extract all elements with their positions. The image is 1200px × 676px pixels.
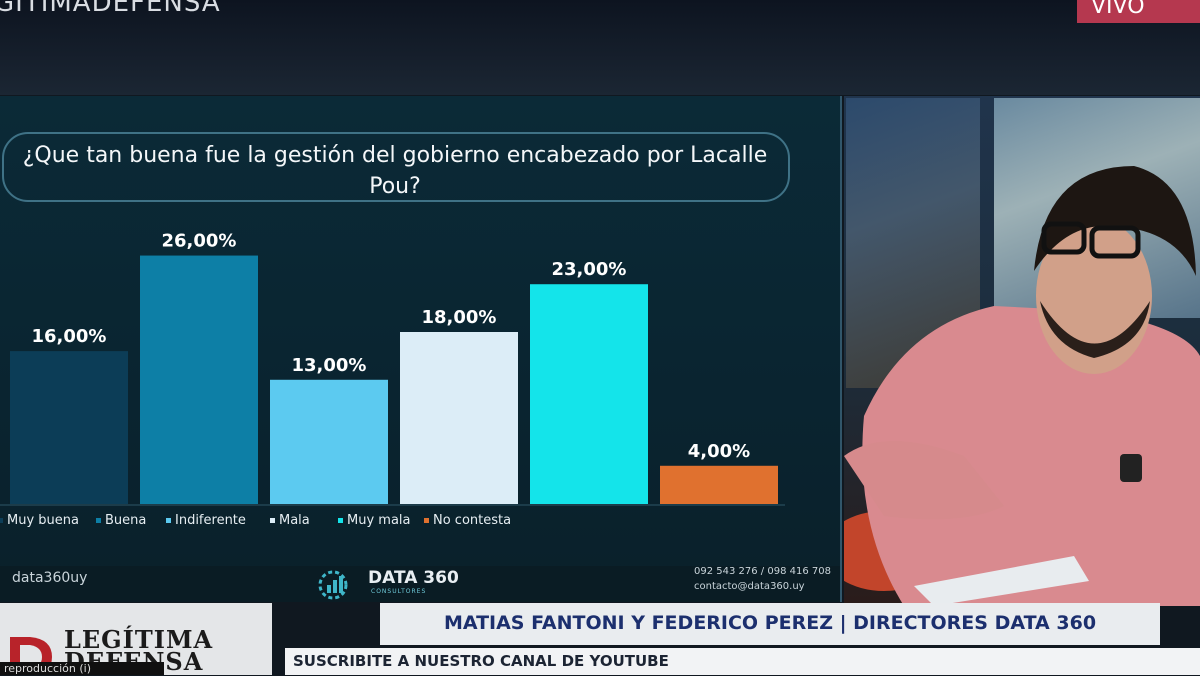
contact-email: contacto@data360.uy (694, 581, 805, 592)
logo-line-1: LEGÍTIMA (64, 625, 214, 654)
data360-logo-icon (318, 570, 348, 600)
legend-label-5: No contesta (433, 513, 511, 528)
bar-value-label-4: 23,00% (552, 259, 627, 280)
legend-swatch-4 (338, 518, 343, 523)
legend-label-0: Muy buena (7, 513, 79, 528)
legend-swatch-0 (0, 518, 3, 523)
bar-value-label-3: 18,00% (422, 307, 497, 328)
logo-wordmark: LEGÍTIMA DEFENSA (64, 625, 214, 674)
legend-swatch-1 (96, 518, 101, 523)
bar-5 (660, 465, 778, 504)
contact-phone: 092 543 276 / 098 416 708 (694, 566, 831, 577)
legend-swatch-2 (166, 518, 171, 523)
brand-subtitle: CONSULTORES (371, 588, 427, 595)
bar-4 (530, 284, 648, 504)
legend-label-3: Mala (279, 513, 310, 528)
question-frame (2, 132, 790, 202)
bar-2 (270, 379, 388, 504)
legend-swatch-3 (270, 518, 275, 523)
chart-panel: ¿Que tan buena fue la gestión del gobier… (0, 96, 842, 602)
legend-label-1: Buena (105, 513, 146, 528)
lower-third-banner: MATIAS FANTONI Y FEDERICO PEREZ | DIRECT… (380, 603, 1160, 645)
bar-1 (140, 255, 258, 504)
bar-0 (10, 351, 128, 504)
legend-swatch-5 (424, 518, 429, 523)
ticker-text: SUSCRIBITE A NUESTRO CANAL DE YOUTUBE (293, 652, 669, 670)
caption-bar: reproducción (i) (0, 662, 164, 675)
channel-handle: GITIMADEFENSA (0, 0, 221, 18)
top-band: GITIMADEFENSA VIVO (0, 0, 1200, 95)
news-ticker: SUSCRIBITE A NUESTRO CANAL DE YOUTUBE (285, 648, 1200, 675)
bar-value-label-2: 13,00% (292, 355, 367, 376)
bar-chart: 16,00% 26,00% 13,00% 18,00% 23,00% 4,00% Muy b… (0, 231, 785, 528)
legend-label-4: Muy mala (347, 513, 411, 528)
guest-names: MATIAS FANTONI Y FEDERICO PEREZ | DIRECT… (443, 612, 1097, 634)
live-badge: VIVO (1077, 0, 1200, 23)
social-handle: data360uy (12, 570, 88, 586)
bar-3 (400, 332, 518, 504)
presenter-video (844, 96, 1200, 606)
bar-value-label-1: 26,00% (162, 231, 237, 252)
bar-value-label-0: 16,00% (32, 326, 107, 347)
legend-label-2: Indiferente (175, 513, 246, 528)
chart-title: ¿Que tan buena fue la gestión del gobier… (22, 143, 768, 199)
brand-name: DATA 360 (368, 568, 459, 588)
presenter-figure (844, 166, 1200, 606)
chart-footer: data360uy DATA 360 CONSULTORES 092 543 2… (0, 566, 840, 602)
bar-value-label-5: 4,00% (688, 441, 750, 462)
